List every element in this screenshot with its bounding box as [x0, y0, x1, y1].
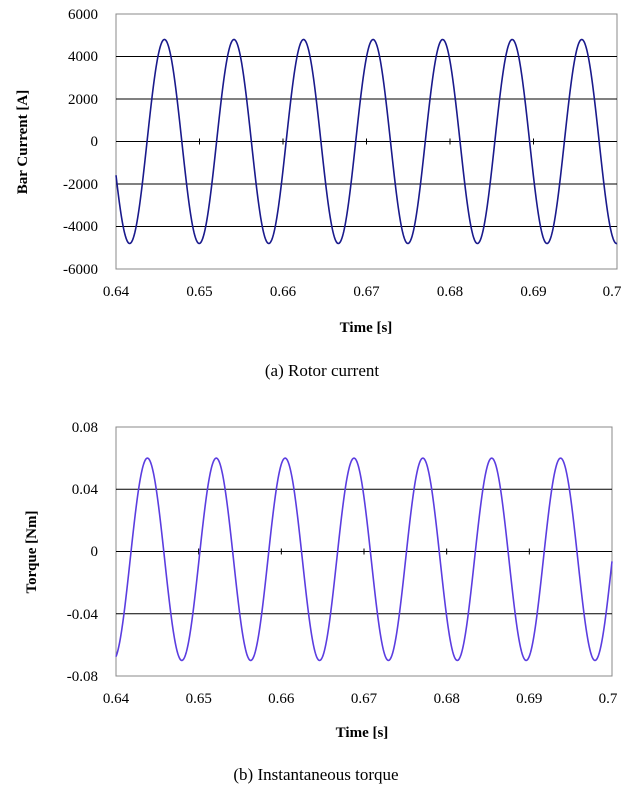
- chart-b-xtick-label: 0.7: [599, 691, 618, 707]
- chart-b-yaxis-title: Torque [Nm]: [24, 511, 40, 594]
- chart-a-xtick-label: 0.67: [353, 284, 380, 300]
- chart-b-xtick-label: 0.64: [103, 691, 130, 707]
- chart-b-xtick-label: 0.65: [186, 691, 212, 707]
- chart-b-ytick-label: 0.04: [72, 482, 99, 498]
- chart-b-ytick-label: -0.04: [67, 607, 99, 623]
- chart-b-series-line: [115, 457, 613, 662]
- chart-b-xtick-label: 0.66: [268, 691, 295, 707]
- chart-b-xaxis-title: Time [s]: [336, 725, 389, 741]
- chart-a-xtick-label: 0.68: [437, 284, 463, 300]
- chart-a-xtick-label: 0.7: [603, 284, 622, 300]
- chart-a-xtick-label: 0.69: [520, 284, 546, 300]
- chart-b-ytick-label: 0: [91, 544, 99, 560]
- chart-b: 0.08 0.04 0 -0.04 -0.08 0.64 0.65 0.66 0…: [24, 420, 618, 784]
- chart-a-xtick-label: 0.64: [103, 284, 130, 300]
- chart-b-xtick-label: 0.69: [516, 691, 542, 707]
- chart-b-ytick-label: -0.08: [67, 669, 98, 685]
- chart-a-xtick-label: 0.66: [270, 284, 297, 300]
- chart-b-xtick-label: 0.67: [351, 691, 378, 707]
- chart-a-xaxis-title: Time [s]: [340, 320, 393, 336]
- chart-a: 6000 4000 2000 0 -2000 -4000 -6000 0.64 …: [15, 7, 622, 380]
- chart-b-caption: (b) Instantaneous torque: [233, 765, 398, 784]
- chart-a-caption: (a) Rotor current: [265, 361, 380, 380]
- chart-a-xtick-label: 0.65: [186, 284, 212, 300]
- chart-b-ytick-label: 0.08: [72, 420, 98, 436]
- chart-a-ytick-label: -4000: [63, 219, 98, 235]
- chart-a-series-line: [115, 38, 618, 245]
- chart-a-ytick-label: -2000: [63, 177, 98, 193]
- chart-a-ytick-label: 2000: [68, 92, 98, 108]
- chart-a-ytick-label: 0: [91, 134, 99, 150]
- chart-a-ytick-label: 4000: [68, 49, 98, 65]
- chart-a-yaxis-title: Bar Current [A]: [15, 90, 31, 194]
- chart-b-xtick-label: 0.68: [434, 691, 460, 707]
- chart-a-ytick-label: 6000: [68, 7, 98, 23]
- chart-a-ytick-label: -6000: [63, 262, 98, 278]
